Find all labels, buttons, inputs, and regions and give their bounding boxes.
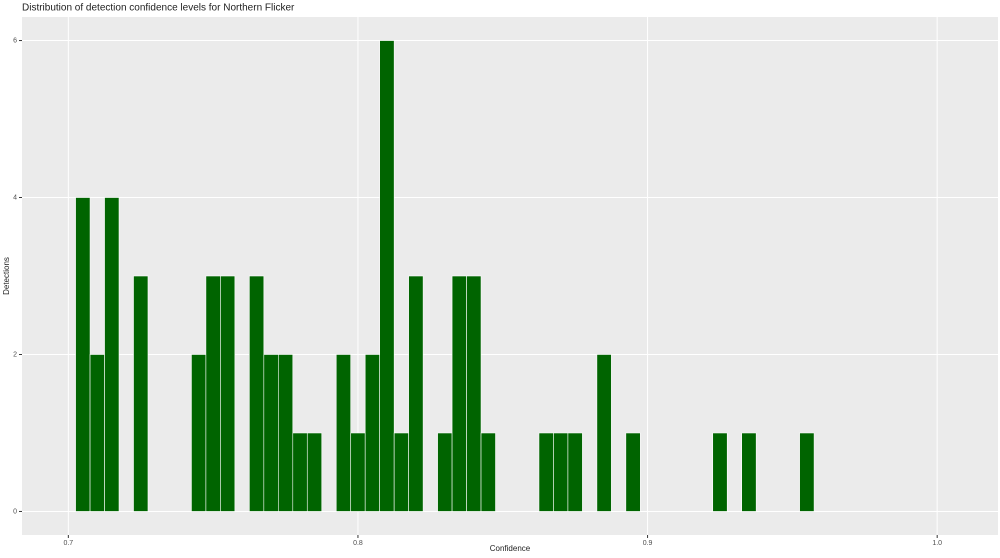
bar bbox=[278, 354, 294, 512]
bar bbox=[350, 432, 366, 512]
bar bbox=[191, 354, 207, 512]
bar bbox=[133, 275, 149, 512]
bar bbox=[205, 275, 221, 512]
x-tick-label: 0.8 bbox=[353, 540, 363, 547]
bar bbox=[625, 432, 641, 512]
bar bbox=[335, 354, 352, 512]
x-tick-label: 0.9 bbox=[643, 540, 653, 547]
bar bbox=[220, 275, 236, 512]
plot-background bbox=[22, 17, 998, 535]
bar bbox=[393, 432, 409, 512]
y-tick-label: 0 bbox=[13, 508, 17, 515]
bar bbox=[408, 275, 424, 512]
bar bbox=[263, 354, 279, 512]
bar bbox=[292, 432, 308, 512]
bar bbox=[538, 432, 554, 512]
x-tick-label: 1.0 bbox=[932, 540, 942, 547]
x-tick-label: 0.7 bbox=[63, 540, 73, 547]
bar bbox=[379, 40, 395, 512]
bar bbox=[712, 432, 728, 512]
x-axis-label: Confidence bbox=[490, 544, 531, 553]
y-tick-label: 2 bbox=[13, 351, 17, 358]
bar bbox=[437, 432, 453, 512]
y-axis-label: Detections bbox=[2, 257, 11, 295]
bar bbox=[741, 432, 757, 512]
bar bbox=[567, 432, 583, 512]
y-tick-label: 4 bbox=[13, 194, 17, 201]
bar bbox=[364, 354, 380, 512]
bar bbox=[596, 354, 612, 512]
bar bbox=[249, 275, 265, 512]
bar bbox=[799, 432, 815, 512]
bar bbox=[89, 354, 105, 512]
bar bbox=[104, 197, 120, 512]
bar bbox=[306, 432, 323, 512]
bar bbox=[480, 432, 496, 512]
y-tick-label: 6 bbox=[13, 37, 17, 44]
bar bbox=[466, 275, 482, 512]
bar bbox=[553, 432, 569, 512]
bar bbox=[451, 275, 467, 512]
chart-title: Distribution of detection confidence lev… bbox=[22, 3, 295, 14]
bar bbox=[75, 197, 91, 512]
